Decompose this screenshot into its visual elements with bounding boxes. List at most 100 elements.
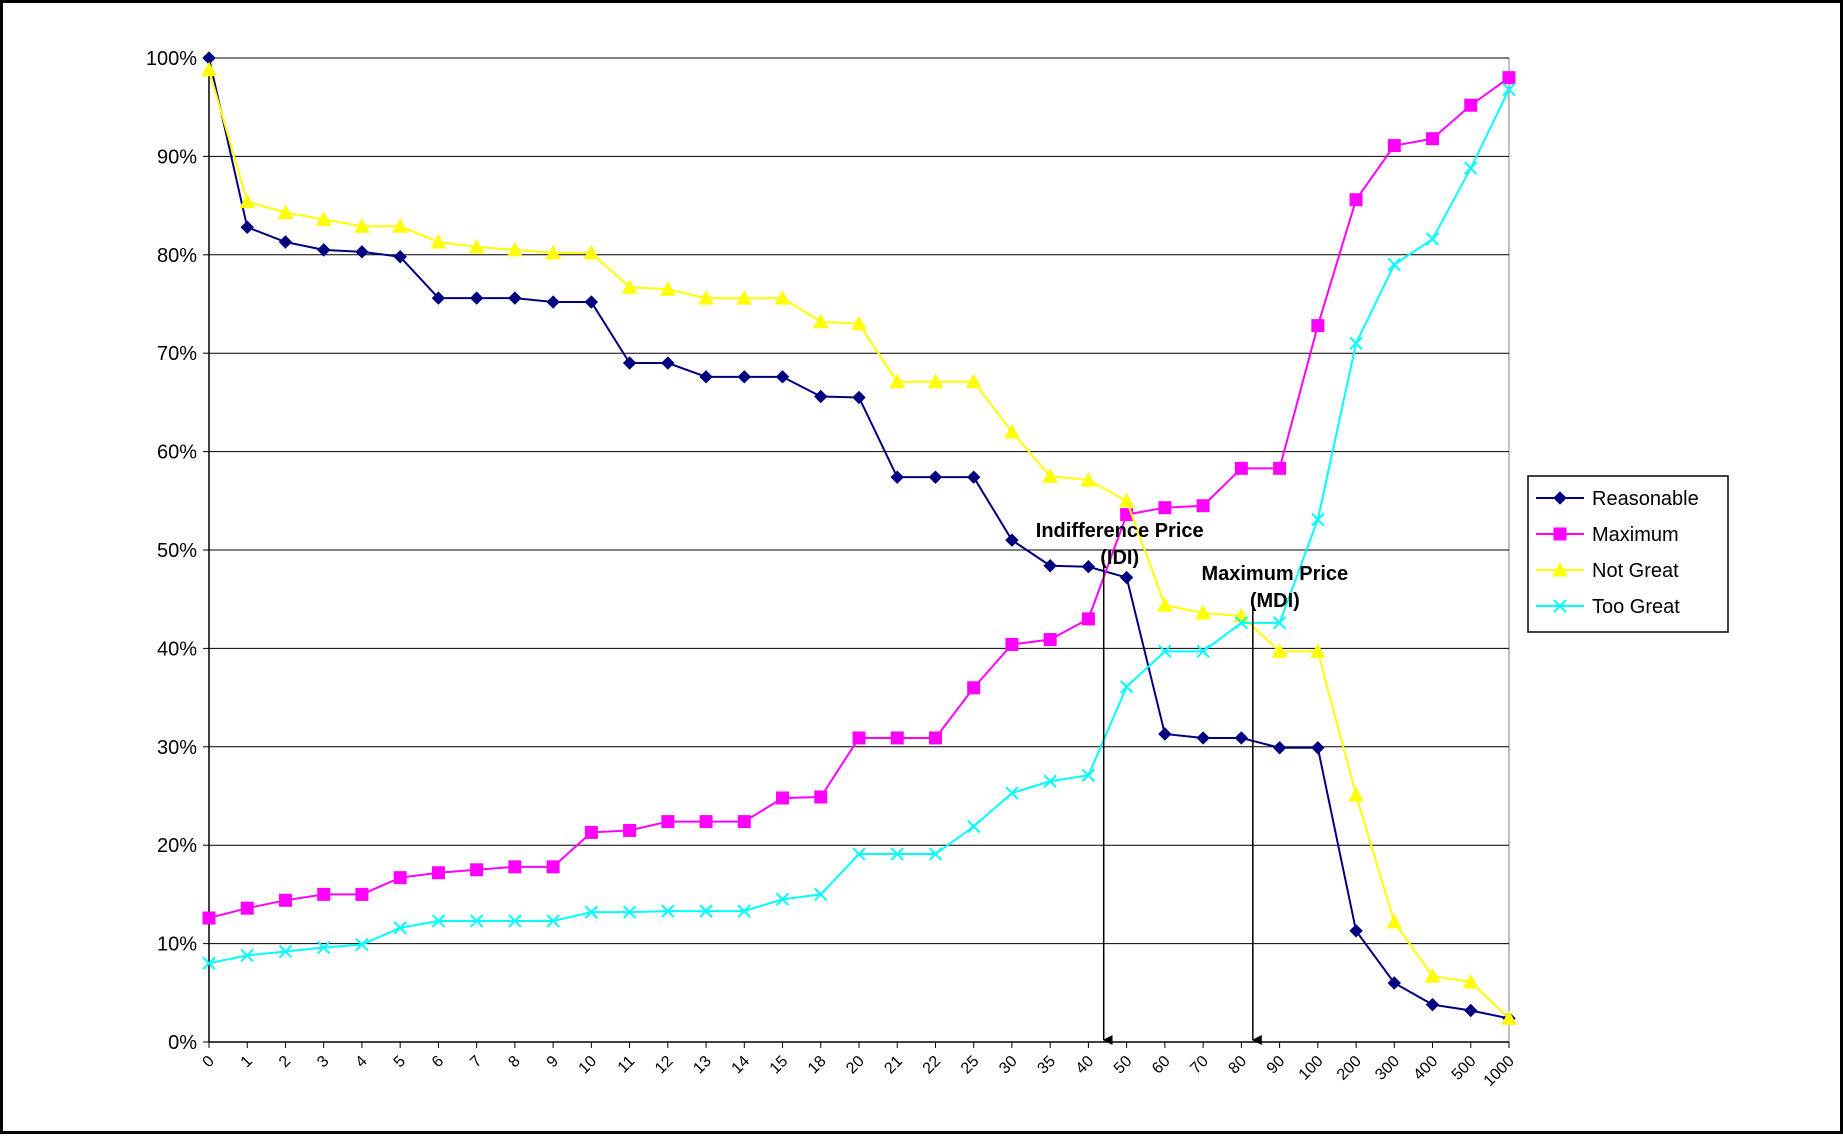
data-point: [469, 291, 484, 305]
data-point: [1042, 468, 1059, 483]
data-point: [890, 470, 904, 484]
series-maximum: [202, 71, 1516, 925]
data-point: [661, 356, 675, 370]
data-point: [1387, 257, 1402, 272]
data-point: [1081, 768, 1096, 783]
data-point: [852, 390, 866, 405]
y-tick-label: 50%: [157, 540, 197, 562]
data-point: [1080, 472, 1097, 487]
data-point: [1043, 633, 1057, 647]
data-point: [890, 847, 904, 861]
data-point: [928, 731, 942, 745]
data-point: [1464, 161, 1478, 175]
series-reasonable: [202, 51, 1516, 1026]
data-point: [965, 373, 982, 389]
data-point: [316, 243, 331, 257]
y-tick-label: 0%: [168, 1032, 197, 1054]
data-point: [1311, 319, 1325, 333]
data-point: [890, 731, 904, 745]
legend-label: Not Great: [1592, 560, 1679, 582]
data-point: [1502, 71, 1516, 85]
data-point: [430, 233, 447, 249]
data-point: [508, 860, 522, 874]
annotation-title: Indifference Price: [1036, 520, 1204, 542]
data-point: [737, 370, 752, 384]
legend-label: Reasonable: [1592, 488, 1699, 510]
y-tick-label: 20%: [157, 835, 197, 857]
data-point: [699, 904, 713, 918]
data-point: [1553, 491, 1567, 505]
legend-item: Too Great: [1536, 596, 1680, 618]
series-group: [201, 51, 1517, 1026]
data-point: [967, 681, 981, 695]
annotation-subtitle: (MDI): [1250, 590, 1300, 612]
data-point: [1462, 973, 1479, 989]
data-point: [851, 315, 867, 331]
annotation-title: Maximum Price: [1201, 563, 1348, 585]
data-point: [278, 893, 292, 907]
data-point: [392, 218, 409, 233]
data-point: [355, 245, 369, 259]
legend-label: Maximum: [1592, 524, 1679, 546]
data-point: [1386, 913, 1403, 929]
data-point: [240, 220, 254, 234]
data-point: [316, 940, 331, 955]
data-point: [584, 825, 598, 839]
data-point: [622, 905, 637, 919]
data-point: [1005, 637, 1019, 651]
data-point: [278, 944, 293, 959]
data-point: [202, 956, 216, 970]
y-tick-label: 90%: [157, 146, 197, 168]
data-point: [546, 860, 560, 874]
data-point: [1081, 612, 1095, 626]
y-tick-label: 70%: [157, 343, 197, 365]
data-point: [393, 250, 407, 264]
data-point: [508, 291, 522, 305]
data-point: [1196, 731, 1210, 745]
legend: Reasonable Maximum Not Great Too Great: [1527, 475, 1729, 633]
data-point: [508, 914, 522, 928]
data-point: [774, 290, 791, 305]
data-point: [776, 791, 790, 805]
y-tick-label: 30%: [157, 737, 197, 759]
data-point: [1043, 559, 1057, 573]
data-point: [1272, 741, 1287, 755]
annotation-1: Indifference Price (IDI): [1036, 520, 1204, 1045]
gridlines: [209, 57, 1509, 945]
y-axis-ticks: 0% 10% 20% 30% 40% 50% 60% 70% 80% 90% 100%: [146, 48, 209, 1054]
data-point: [1234, 616, 1249, 630]
data-point: [928, 470, 943, 484]
data-point: [545, 244, 561, 260]
data-point: [1195, 604, 1211, 620]
y-tick-label: 100%: [146, 48, 197, 70]
data-point: [1158, 501, 1172, 515]
data-point: [1349, 336, 1363, 351]
y-tick-label: 60%: [157, 442, 197, 464]
data-point: [1349, 924, 1363, 938]
annotation-subtitle: (IDI): [1100, 547, 1139, 569]
data-point: [1004, 423, 1020, 439]
data-point: [622, 356, 637, 370]
data-point: [1387, 139, 1401, 153]
legend-item: Maximum: [1536, 524, 1679, 546]
data-point: [1273, 461, 1287, 475]
data-point: [1502, 82, 1516, 97]
data-point: [584, 295, 599, 309]
data-point: [1158, 644, 1172, 659]
data-point: [431, 914, 446, 928]
data-point: [201, 61, 217, 77]
data-point: [1464, 98, 1478, 112]
data-point: [814, 790, 828, 804]
data-point: [927, 373, 944, 389]
data-point: [317, 887, 331, 901]
data-point: [354, 218, 370, 233]
data-point: [1387, 976, 1402, 990]
data-point: [1464, 1003, 1478, 1018]
data-point: [814, 887, 828, 902]
y-tick-label: 40%: [157, 638, 197, 660]
y-tick-label: 10%: [157, 934, 197, 956]
data-point: [1196, 499, 1210, 513]
data-point: [661, 815, 675, 829]
data-point: [1234, 461, 1248, 475]
